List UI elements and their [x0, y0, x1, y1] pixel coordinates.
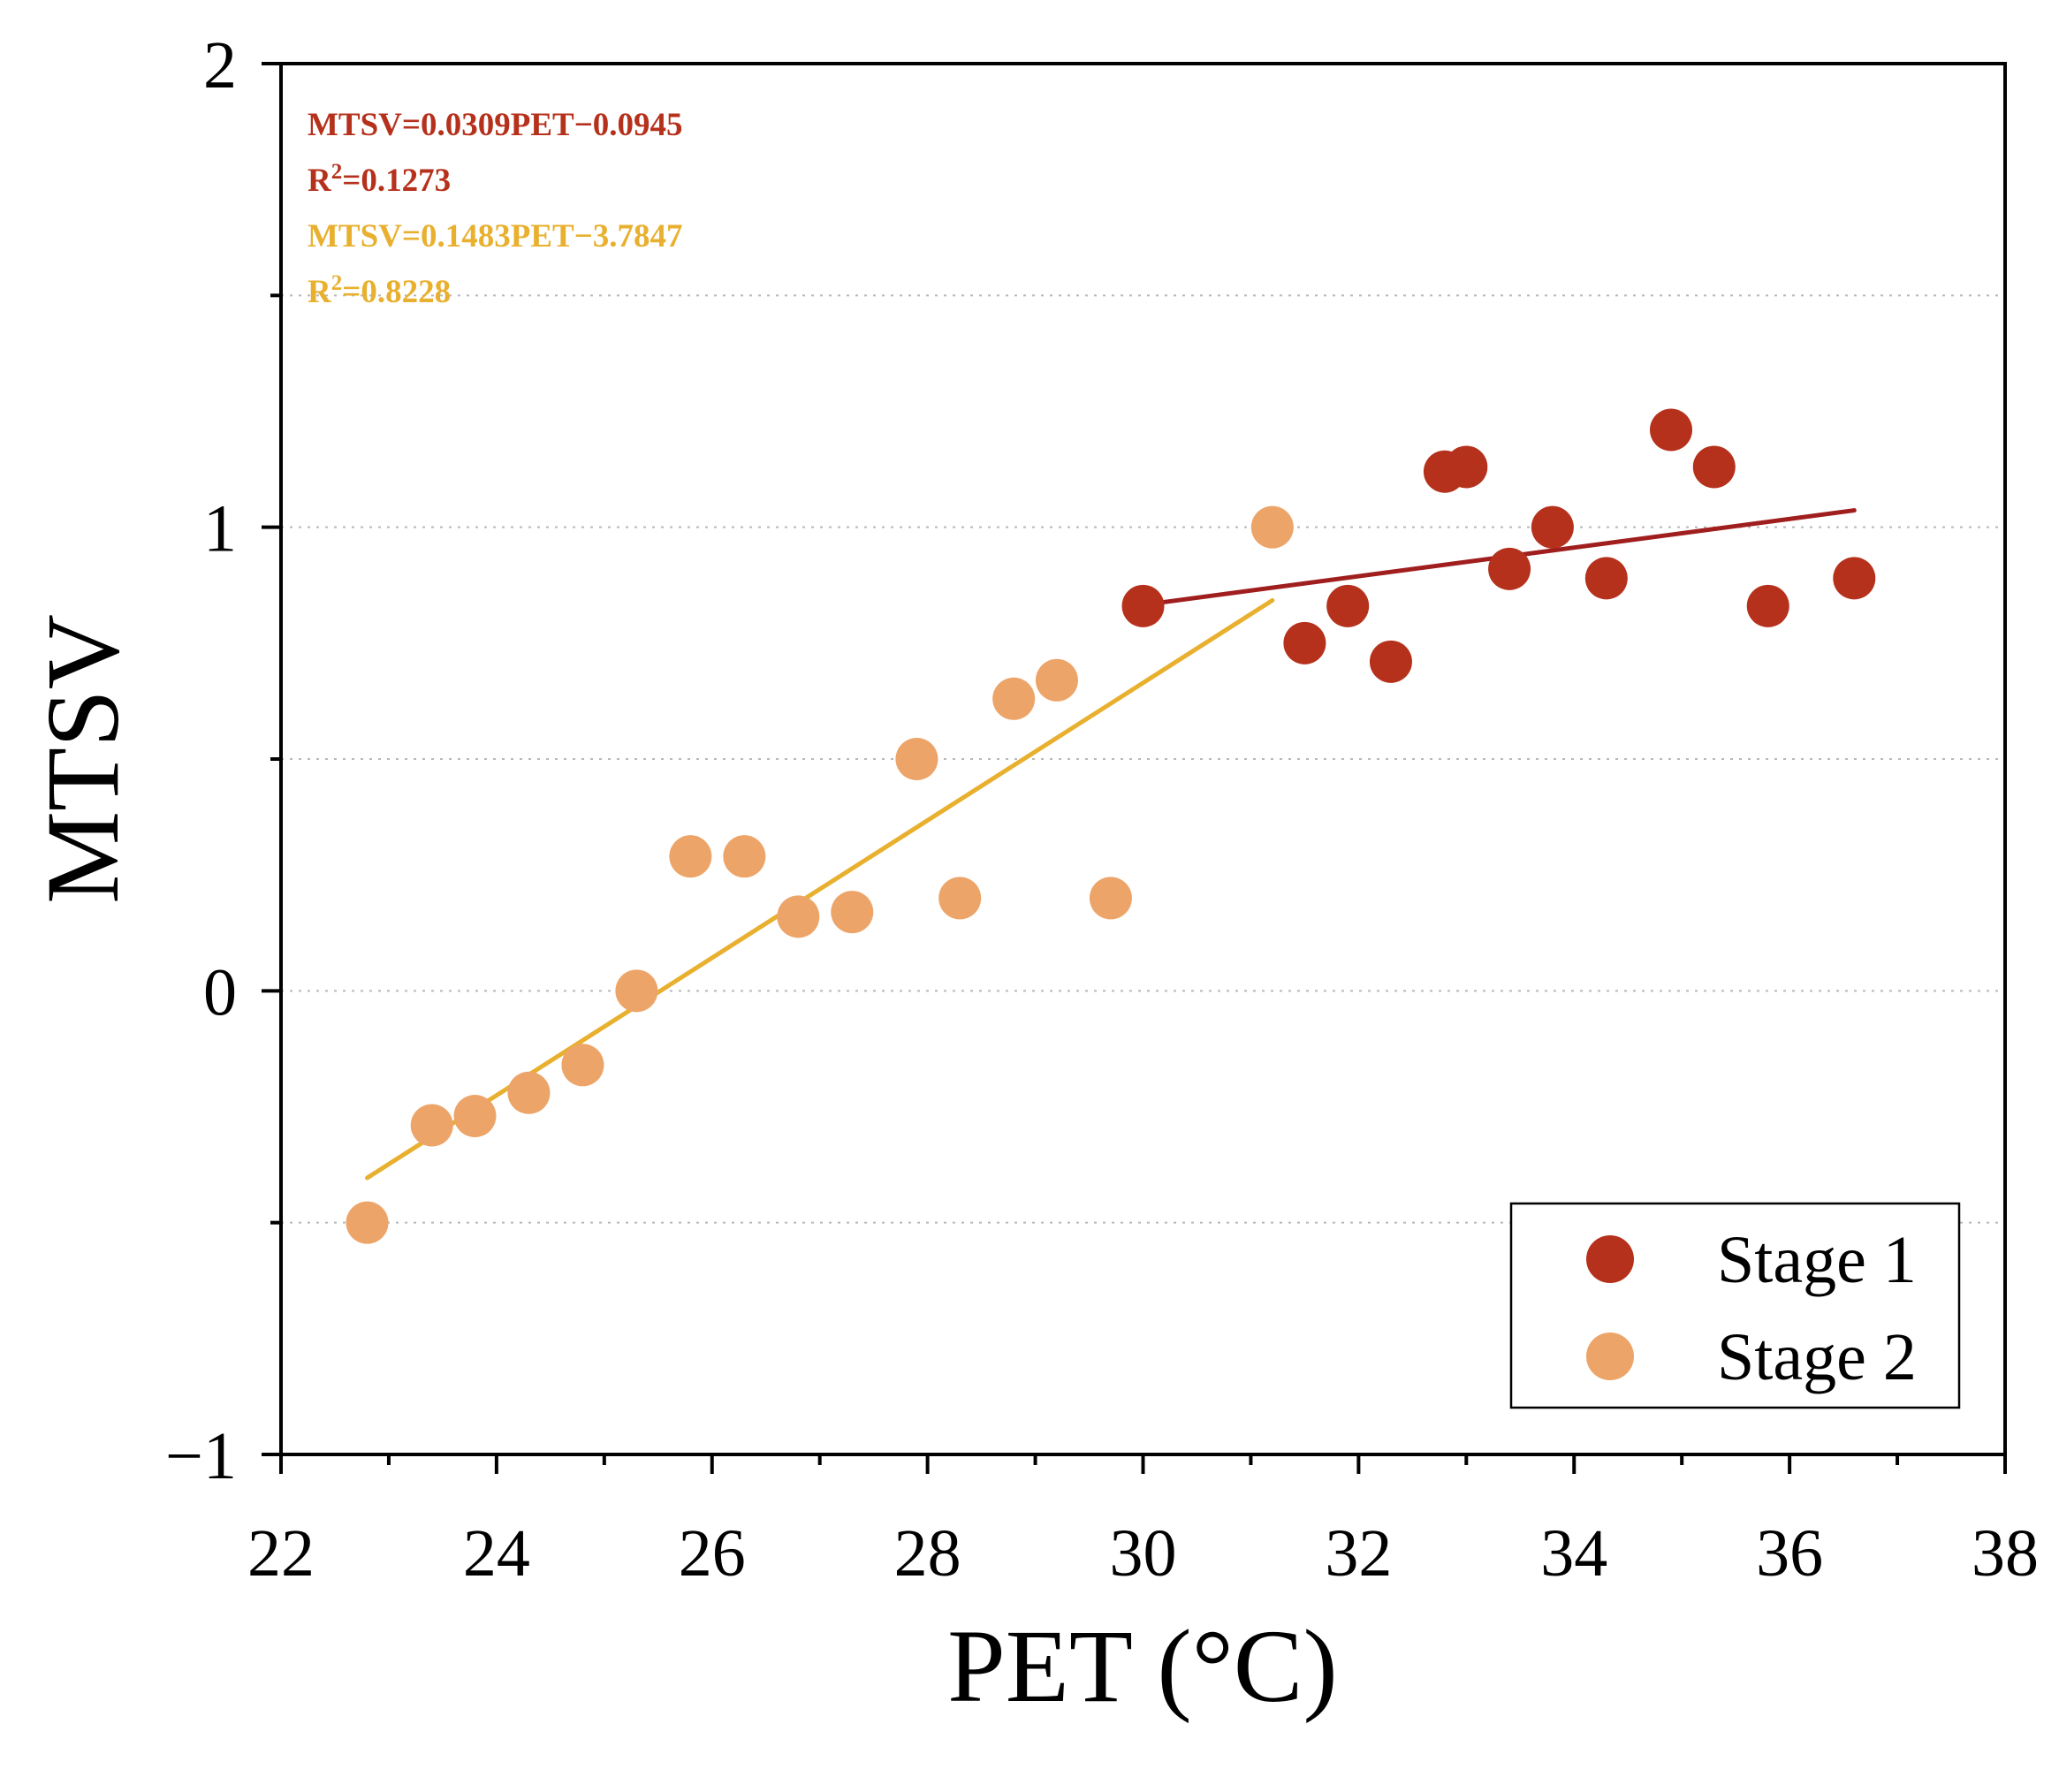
y-tick-label: −1 — [165, 1419, 237, 1493]
legend-label-stage2: Stage 2 — [1717, 1320, 1917, 1394]
y-tick-label: 2 — [203, 28, 237, 103]
data-point-stage1 — [1326, 584, 1370, 627]
annotation-stage2-equation: MTSV=0.1483PET−3.7847 — [308, 218, 683, 254]
annotation-stage2-r2-prefix: R — [308, 274, 332, 310]
x-tick-label: 28 — [894, 1516, 961, 1591]
y-tick-label: 0 — [203, 955, 237, 1029]
data-point-stage2 — [895, 738, 938, 780]
x-axis-title: PET (°C) — [947, 1608, 1338, 1724]
annotation-stage1-r2: R2=0.1273 — [308, 160, 451, 199]
data-point-stage2 — [938, 877, 982, 920]
data-point-stage1 — [1531, 505, 1574, 549]
annotation-stage2-r2-sup: 2 — [331, 271, 343, 295]
legend-box — [1509, 1202, 1961, 1409]
data-point-stage1 — [1445, 445, 1488, 489]
data-point-stage2 — [1250, 505, 1294, 549]
data-point-stage1 — [1692, 445, 1736, 489]
x-tick-label: 22 — [247, 1516, 315, 1591]
data-point-stage2 — [1089, 877, 1132, 920]
data-point-stage2 — [615, 969, 658, 1013]
x-axis-ticks: 22 24 26 28 30 32 34 36 38 — [247, 1454, 2039, 1591]
data-point-stage1 — [1369, 640, 1412, 683]
annotation-stage1-r2-value: =0.1273 — [342, 163, 451, 199]
data-point-stage2 — [831, 891, 874, 934]
data-point-stage2 — [1035, 658, 1078, 702]
data-points — [346, 408, 1876, 1244]
data-point-stage2 — [410, 1104, 453, 1147]
data-point-stage2 — [992, 677, 1036, 720]
data-point-stage2 — [346, 1201, 389, 1244]
data-point-stage2 — [669, 835, 712, 878]
x-tick-label: 26 — [679, 1516, 746, 1591]
y-axis-title: MTSV — [25, 614, 141, 904]
data-point-stage2 — [561, 1044, 604, 1087]
x-tick-label: 34 — [1540, 1516, 1607, 1591]
annotation-stage2-r2: R2=0.8228 — [308, 271, 451, 310]
x-tick-label: 30 — [1110, 1516, 1177, 1591]
data-point-stage1 — [1746, 584, 1789, 627]
legend-marker-stage2 — [1586, 1333, 1634, 1380]
legend-marker-stage1 — [1586, 1235, 1634, 1283]
annotations: MTSV=0.0309PET−0.0945 R2=0.1273 MTSV=0.1… — [308, 107, 683, 310]
legend-label-stage1: Stage 1 — [1717, 1223, 1917, 1297]
data-point-stage1 — [1121, 584, 1165, 627]
y-axis-ticks: −1 0 1 2 — [165, 28, 281, 1493]
data-point-stage1 — [1833, 557, 1876, 600]
data-point-stage2 — [723, 835, 766, 878]
annotation-stage2-r2-value: =0.8228 — [342, 274, 451, 310]
y-tick-label: 1 — [203, 492, 237, 566]
annotation-stage1-r2-sup: 2 — [331, 160, 343, 184]
data-point-stage1 — [1584, 557, 1628, 600]
data-point-stage1 — [1283, 621, 1326, 664]
x-tick-label: 32 — [1325, 1516, 1392, 1591]
legend: Stage 1 Stage 2 — [1509, 1202, 1961, 1409]
data-point-stage2 — [777, 895, 820, 938]
x-tick-label: 36 — [1756, 1516, 1823, 1591]
annotation-stage1-equation: MTSV=0.0309PET−0.0945 — [308, 107, 683, 143]
x-tick-label: 24 — [463, 1516, 530, 1591]
data-point-stage1 — [1488, 547, 1531, 590]
data-point-stage1 — [1649, 408, 1692, 452]
annotation-stage1-r2-prefix: R — [308, 163, 332, 199]
x-tick-label: 38 — [1972, 1516, 2039, 1591]
data-point-stage2 — [507, 1071, 551, 1114]
data-point-stage2 — [453, 1094, 497, 1137]
